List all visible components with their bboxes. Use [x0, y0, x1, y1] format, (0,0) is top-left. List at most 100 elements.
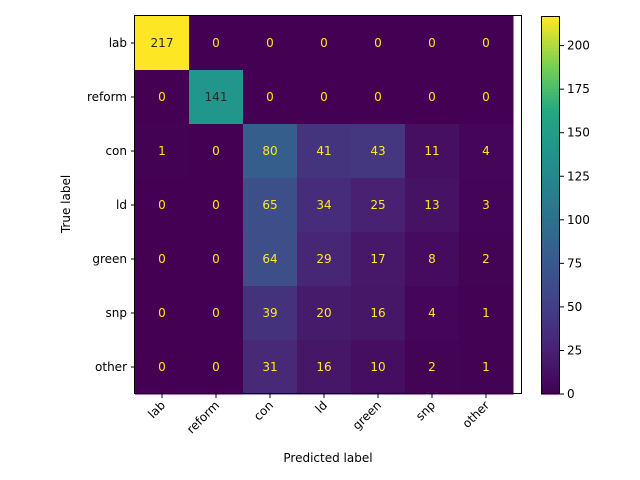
colorbar-segment	[541, 264, 560, 269]
cell-value-label: 65	[262, 198, 277, 212]
cell-value-label: 0	[212, 144, 220, 158]
heatmap-cell	[351, 286, 406, 341]
colorbar-segment	[541, 381, 560, 386]
heatmap-cell	[459, 340, 514, 395]
colorbar-segment	[541, 104, 560, 108]
colorbar-segment	[541, 299, 560, 304]
cell-value-label: 80	[262, 144, 277, 158]
colorbar-segment	[541, 164, 560, 168]
heatmap-cell	[459, 232, 514, 287]
heatmap-cell	[405, 232, 460, 287]
cell-value-label: 10	[370, 360, 385, 374]
heatmap-cell	[297, 232, 352, 287]
cell-value-label: 0	[212, 306, 220, 320]
cell-value-label: 34	[316, 198, 331, 212]
cell-value-label: 0	[212, 36, 220, 50]
colorbar-segment	[541, 368, 560, 373]
heatmap-cell	[243, 178, 298, 233]
colorbar-segment	[541, 28, 560, 33]
colorbar-segment	[541, 160, 560, 165]
cell-value-label: 0	[158, 198, 166, 212]
colorbar-segment	[541, 227, 560, 231]
heatmap-cell	[243, 286, 298, 341]
colorbar-segment	[541, 365, 560, 370]
colorbar-segment	[541, 142, 560, 146]
heatmap-cell	[189, 232, 244, 287]
cell-value-label: 141	[205, 90, 228, 104]
colorbar-segment	[541, 145, 560, 149]
cell-value-label: 0	[158, 252, 166, 266]
colorbar-segment	[541, 302, 560, 307]
colorbar-segment	[541, 283, 560, 288]
cell-value-label: 4	[482, 144, 490, 158]
colorbar-segment	[541, 60, 560, 64]
colorbar-segment	[541, 189, 560, 193]
heatmap-cell	[459, 178, 514, 233]
colorbar-segment	[541, 356, 560, 360]
colorbar-segment	[541, 182, 560, 187]
colorbar-segment	[541, 223, 560, 228]
colorbar-segment	[541, 138, 560, 143]
colorbar-segment	[541, 308, 560, 313]
cell-value-label: 0	[266, 90, 274, 104]
colorbar-segment	[541, 280, 560, 285]
x-tick-label: snp	[413, 398, 438, 423]
colorbar-segment	[541, 173, 560, 178]
heatmap-cell	[297, 70, 352, 125]
colorbar-segment	[541, 107, 560, 112]
colorbar-segment	[541, 249, 560, 253]
colorbar-segment	[541, 25, 560, 30]
cell-value-label: 0	[320, 90, 328, 104]
x-tick-label: ld	[312, 398, 330, 416]
colorbar-segment	[541, 239, 560, 244]
cell-value-label: 16	[370, 306, 385, 320]
heatmap-cell	[243, 16, 298, 71]
cell-value-label: 217	[151, 36, 174, 50]
cell-value-label: 2	[428, 360, 436, 374]
colorbar-segment	[541, 101, 560, 105]
cell-value-label: 1	[482, 306, 490, 320]
heatmap-cell	[189, 340, 244, 395]
colorbar-segment	[541, 220, 560, 225]
colorbar-segment	[541, 63, 560, 67]
cell-value-label: 0	[158, 90, 166, 104]
cell-value-label: 0	[374, 36, 382, 50]
colorbar-segment	[541, 31, 560, 36]
colorbar-segment	[541, 38, 560, 42]
colorbar-segment	[541, 362, 560, 367]
cell-value-label: 0	[482, 36, 490, 50]
colorbar-segment	[541, 179, 560, 184]
y-tick-label: ld	[116, 198, 127, 212]
cell-value-label: 41	[316, 144, 331, 158]
colorbar-segment	[541, 34, 560, 39]
x-axis-label: Predicted label	[283, 451, 372, 465]
colorbar-segment	[541, 72, 560, 77]
heatmap-cell	[189, 16, 244, 71]
heatmap-cell	[351, 70, 406, 125]
x-tick-label: other	[460, 398, 493, 431]
cell-value-label: 0	[212, 198, 220, 212]
heatmap-cell	[459, 286, 514, 341]
colorbar-tick-label: 25	[567, 343, 582, 357]
colorbar-segment	[541, 110, 560, 115]
y-tick-label: green	[92, 252, 127, 266]
colorbar-segment	[541, 296, 560, 301]
cell-value-label: 17	[370, 252, 385, 266]
heatmap-cell	[135, 16, 190, 71]
colorbar-segment	[541, 151, 560, 156]
colorbar-tick-label: 50	[567, 300, 582, 314]
colorbar-segment	[541, 56, 560, 61]
colorbar-segment	[541, 324, 560, 329]
heatmap-cell	[459, 16, 514, 71]
cell-value-label: 0	[428, 36, 436, 50]
cell-value-label: 39	[262, 306, 277, 320]
cell-value-label: 0	[212, 252, 220, 266]
colorbar-segment	[541, 334, 560, 338]
colorbar-segment	[541, 242, 560, 247]
colorbar-segment	[541, 252, 560, 256]
colorbar-segment	[541, 293, 560, 297]
colorbar-segment	[541, 75, 560, 80]
colorbar-segment	[541, 53, 560, 58]
cell-value-label: 3	[482, 198, 490, 212]
